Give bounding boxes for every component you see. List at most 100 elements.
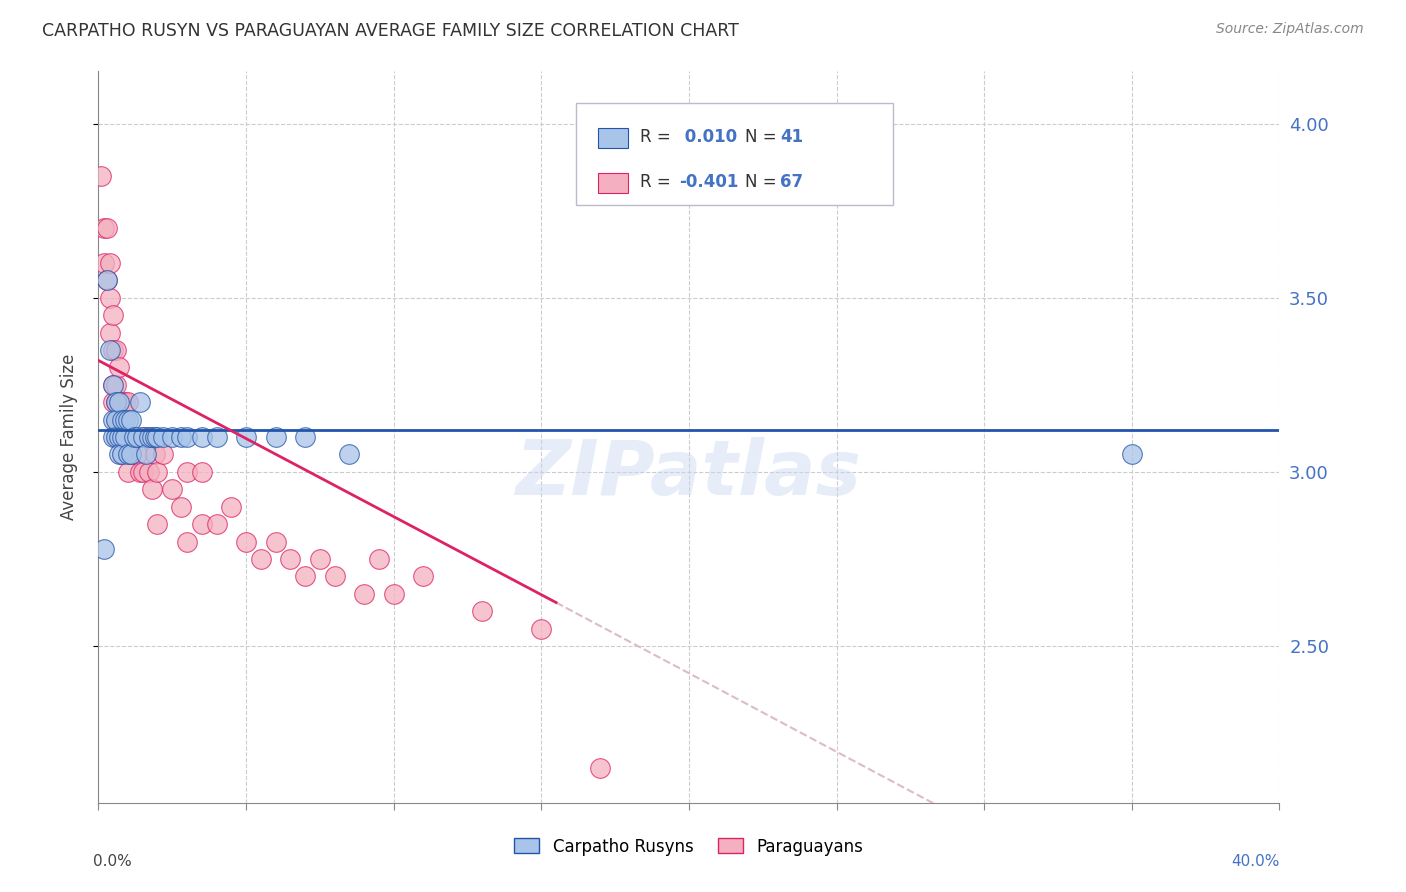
Point (191, 517, 214, 532)
Point (103, 377, 125, 392)
Point (221, 500, 243, 514)
Point (138, 430, 160, 444)
Point (108, 430, 131, 444)
Point (135, 430, 157, 444)
Point (108, 395, 131, 409)
Point (176, 465, 198, 479)
Point (170, 430, 193, 444)
Point (117, 412, 139, 426)
Point (530, 622, 553, 636)
Point (111, 430, 134, 444)
Point (117, 465, 139, 479)
Point (103, 395, 125, 409)
Point (96, 221, 118, 235)
Point (108, 412, 131, 426)
Point (117, 448, 139, 462)
Point (146, 465, 169, 479)
Point (117, 430, 139, 444)
Point (205, 517, 228, 532)
Text: 0.010: 0.010 (679, 128, 737, 146)
Text: 40.0%: 40.0% (1232, 854, 1279, 869)
Point (98, 291, 121, 305)
Point (162, 430, 183, 444)
Point (309, 552, 332, 566)
Point (250, 552, 273, 566)
Point (294, 569, 316, 583)
Point (280, 552, 302, 566)
Point (114, 395, 136, 409)
Point (176, 534, 198, 549)
Text: 41: 41 (780, 128, 803, 146)
Text: R =: R = (640, 173, 676, 191)
Point (205, 430, 228, 444)
Point (93, 541, 115, 556)
Point (135, 448, 157, 462)
Point (589, 761, 612, 775)
Point (191, 430, 214, 444)
Point (98, 256, 121, 270)
Point (111, 448, 134, 462)
Point (105, 430, 128, 444)
Point (108, 430, 131, 444)
Point (125, 430, 148, 444)
Point (117, 395, 139, 409)
Point (120, 448, 142, 462)
Point (138, 465, 160, 479)
Point (117, 448, 139, 462)
Text: -0.401: -0.401 (679, 173, 738, 191)
Point (120, 430, 142, 444)
Text: ZIPatlas: ZIPatlas (516, 437, 862, 510)
Point (120, 448, 142, 462)
Point (105, 412, 128, 426)
Y-axis label: Average Family Size: Average Family Size (59, 354, 77, 520)
Point (111, 395, 134, 409)
Point (98, 326, 121, 340)
Point (111, 448, 134, 462)
Point (111, 412, 134, 426)
Point (128, 395, 150, 409)
Point (132, 430, 155, 444)
Point (412, 569, 434, 583)
Point (152, 448, 174, 462)
Point (339, 448, 361, 462)
Point (103, 308, 125, 322)
Point (368, 552, 391, 566)
Point (111, 430, 134, 444)
Point (264, 534, 287, 549)
Point (105, 377, 128, 392)
Point (235, 534, 257, 549)
Point (323, 569, 346, 583)
Point (122, 430, 145, 444)
Point (105, 343, 128, 357)
Point (105, 395, 128, 409)
Text: CARPATHO RUSYN VS PARAGUAYAN AVERAGE FAMILY SIZE CORRELATION CHART: CARPATHO RUSYN VS PARAGUAYAN AVERAGE FAM… (42, 22, 740, 40)
Text: N =: N = (745, 173, 782, 191)
Point (122, 430, 145, 444)
Point (353, 587, 375, 601)
Point (143, 430, 166, 444)
Point (93, 221, 115, 235)
Point (103, 377, 125, 392)
Point (176, 430, 198, 444)
Point (1121, 448, 1143, 462)
Point (132, 465, 155, 479)
Point (141, 430, 163, 444)
Point (111, 412, 134, 426)
Text: 67: 67 (780, 173, 803, 191)
Point (125, 448, 148, 462)
Point (114, 430, 136, 444)
Point (146, 517, 169, 532)
Text: R =: R = (640, 128, 676, 146)
Point (108, 448, 131, 462)
Text: Source: ZipAtlas.com: Source: ZipAtlas.com (1216, 22, 1364, 37)
Point (90, 169, 112, 183)
Point (103, 430, 125, 444)
Point (96, 273, 118, 287)
Point (103, 343, 125, 357)
Point (170, 500, 193, 514)
Point (108, 395, 131, 409)
Point (162, 483, 183, 497)
Point (141, 483, 163, 497)
Point (98, 343, 121, 357)
Point (105, 430, 128, 444)
